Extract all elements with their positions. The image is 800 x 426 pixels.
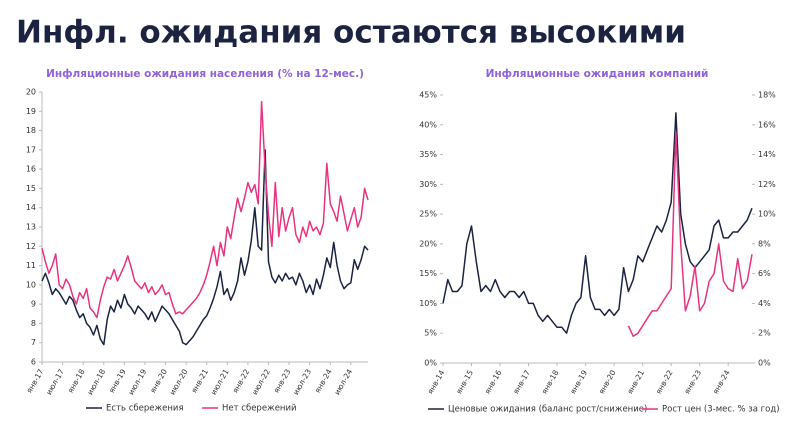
x-tick-label: янв-21	[189, 367, 210, 394]
x-tick-label: янв-23	[682, 368, 703, 395]
y2-tick-label: 14%	[758, 150, 776, 159]
y-tick-label: 9	[31, 300, 36, 309]
y-tick-label: 35%	[419, 150, 437, 159]
y-tick-label: 45%	[419, 91, 437, 100]
x-tick-label: янв-19	[107, 367, 128, 394]
y-tick-label: 10	[26, 280, 36, 289]
y-tick-label: 15	[26, 184, 36, 193]
y-tick-label: 10%	[419, 299, 437, 308]
y2-tick-label: 0%	[758, 359, 771, 368]
chart-title: Инфляционные ожидания населения (% на 12…	[46, 68, 364, 80]
series-line	[627, 131, 753, 337]
y2-tick-label: 2%	[758, 329, 771, 338]
x-tick-label: июл-21	[209, 367, 231, 396]
y-tick-label: 20	[26, 88, 36, 97]
x-tick-label: июл-23	[291, 367, 313, 396]
y-tick-label: 0%	[424, 359, 437, 368]
x-tick-label: июл-22	[250, 367, 272, 396]
y-tick-label: 7	[31, 338, 36, 347]
y2-tick-label: 4%	[758, 299, 771, 308]
series-line	[442, 112, 753, 334]
x-tick-label: янв-23	[272, 367, 293, 394]
y-tick-label: 25%	[419, 210, 437, 219]
x-tick-label: янв-24	[313, 367, 334, 394]
y-tick-label: 17	[26, 145, 36, 154]
y2-tick-label: 16%	[758, 120, 776, 129]
legend-label: Рост цен (3-мес. % за год)	[662, 405, 780, 415]
chart-title: Инфляционные ожидания компаний	[486, 68, 709, 80]
x-tick-label: янв-18	[66, 367, 87, 394]
y2-tick-label: 10%	[758, 210, 776, 219]
x-tick-label: янв-15	[454, 368, 475, 395]
x-tick-label: янв-22	[231, 367, 252, 394]
y-tick-label: 5%	[424, 329, 437, 338]
main-title: Инфл. ожидания остаются высокими	[16, 15, 686, 51]
x-tick-label: янв-14	[426, 368, 447, 395]
y-tick-label: 13	[26, 223, 36, 232]
y2-tick-label: 6%	[758, 269, 771, 278]
x-tick-label: янв-17	[25, 367, 46, 394]
x-tick-label: янв-24	[711, 368, 732, 395]
x-tick-label: янв-16	[483, 368, 504, 395]
x-tick-label: янв-17	[511, 368, 532, 395]
y2-tick-label: 8%	[758, 239, 771, 248]
legend-label: Нет сбережений	[222, 404, 297, 414]
y-tick-label: 18	[26, 126, 36, 135]
y-tick-label: 40%	[419, 120, 437, 129]
y-tick-label: 11	[26, 261, 36, 270]
x-tick-label: янв-21	[625, 368, 646, 395]
y-tick-label: 16	[26, 165, 36, 174]
series-line	[41, 100, 369, 319]
y-tick-label: 8	[31, 319, 36, 328]
series-line	[41, 149, 369, 346]
legend-label: Есть сбережения	[106, 404, 184, 414]
y-tick-label: 6	[31, 358, 36, 367]
x-tick-label: июл-20	[168, 367, 190, 396]
y-tick-label: 20%	[419, 239, 437, 248]
y-tick-label: 14	[26, 203, 36, 212]
x-tick-label: янв-20	[148, 367, 169, 394]
legend-label: Ценовые ожидания (баланс рост/снижение)	[448, 405, 647, 415]
x-tick-label: янв-19	[568, 368, 589, 395]
x-tick-label: янв-22	[654, 368, 675, 395]
x-tick-label: июл-17	[44, 367, 66, 396]
x-tick-label: июл-19	[127, 367, 149, 396]
y-tick-label: 12	[26, 242, 36, 251]
y-tick-label: 30%	[419, 180, 437, 189]
y2-tick-label: 12%	[758, 180, 776, 189]
y-tick-label: 19	[26, 107, 36, 116]
x-tick-label: янв-18	[540, 368, 561, 395]
x-tick-label: янв-20	[597, 368, 618, 395]
x-tick-label: июл-24	[332, 367, 354, 396]
x-tick-label: июл-18	[85, 367, 107, 396]
y-tick-label: 15%	[419, 269, 437, 278]
y2-tick-label: 18%	[758, 91, 776, 100]
